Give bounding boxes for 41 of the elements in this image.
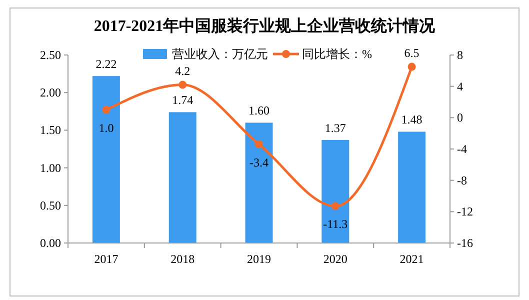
- x-tick-label: 2017: [94, 252, 118, 266]
- x-tick-label: 2018: [170, 252, 195, 266]
- x-tick-label: 2021: [400, 252, 424, 266]
- data-label: 1.74: [172, 93, 194, 108]
- bar: [245, 122, 273, 243]
- x-tick-label: 2019: [247, 252, 271, 266]
- y-tick-label: 0.50: [40, 198, 61, 212]
- y2-tick-label: 8: [457, 48, 463, 62]
- y2-tick-label: 4: [457, 79, 463, 94]
- data-label: 4.2: [175, 64, 190, 78]
- chart-title: 2017-2021年中国服装行业规上企业营收统计情况: [94, 17, 436, 35]
- point: [102, 106, 110, 114]
- legend-label: 营业收入：万亿元: [172, 47, 268, 61]
- y2-tick-label: -8: [457, 173, 467, 188]
- data-label: 1.37: [324, 120, 346, 135]
- bar: [322, 140, 350, 243]
- data-label: 2.22: [96, 57, 117, 72]
- data-label: 1.60: [248, 104, 270, 118]
- x-tick-label: 2020: [323, 252, 348, 266]
- y2-tick-label: 0: [457, 110, 463, 125]
- y-tick-label: 1.00: [40, 160, 61, 175]
- y-tick-label: 0.00: [40, 236, 61, 250]
- point: [178, 80, 187, 89]
- data-label: -11.3: [323, 217, 348, 232]
- data-label: 6.5: [404, 46, 420, 60]
- y2-tick-label: -16: [457, 236, 473, 250]
- y-tick-label: 2.00: [40, 86, 61, 100]
- bar: [168, 112, 196, 243]
- point: [255, 140, 263, 148]
- y-tick-label: 2.50: [40, 48, 61, 62]
- point: [408, 62, 416, 71]
- data-label: 1.48: [401, 112, 422, 127]
- point: [331, 202, 340, 210]
- y2-tick-label: -4: [457, 142, 467, 156]
- data-label: -3.4: [250, 155, 268, 170]
- bar: [92, 76, 120, 243]
- y-tick-label: 1.50: [40, 123, 61, 138]
- data-label: 1.0: [98, 120, 114, 135]
- legend-label: 同比增长：%: [302, 47, 372, 61]
- y2-tick-label: -12: [457, 204, 473, 219]
- bar: [398, 132, 426, 243]
